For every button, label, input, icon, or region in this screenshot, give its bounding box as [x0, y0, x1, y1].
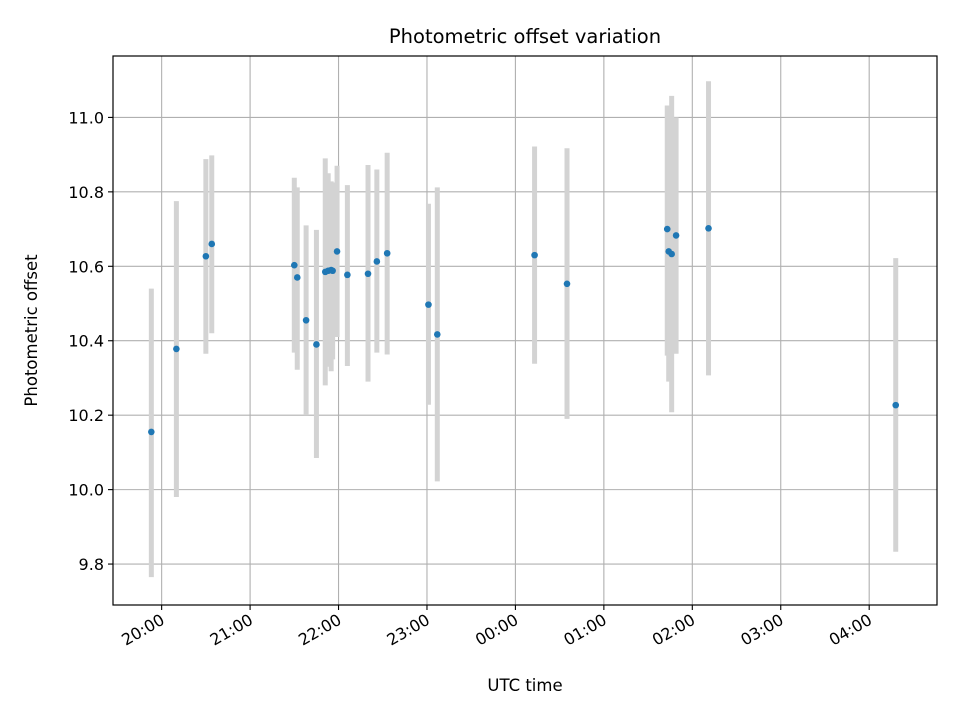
data-point — [531, 251, 538, 259]
data-point — [148, 428, 155, 436]
data-point — [668, 250, 675, 258]
data-point — [291, 261, 298, 269]
y-tick-label: 11.0 — [68, 108, 104, 127]
x-tick-label: 04:00 — [826, 610, 875, 650]
y-tick-label: 10.8 — [68, 183, 104, 202]
x-tick-label: 22:00 — [295, 610, 344, 650]
data-points — [148, 225, 900, 436]
data-point — [892, 401, 900, 409]
data-point — [672, 232, 680, 239]
y-tick-label: 10.6 — [68, 257, 104, 276]
data-point — [208, 240, 216, 248]
x-tick-label: 00:00 — [472, 610, 521, 650]
data-point — [333, 248, 341, 255]
data-point — [425, 301, 432, 308]
x-axis-title: UTC time — [487, 676, 562, 695]
x-tick-label: 21:00 — [207, 610, 256, 650]
y-tick-label: 9.8 — [79, 555, 104, 574]
data-point — [329, 267, 336, 275]
y-tick-label: 10.0 — [68, 481, 104, 500]
data-point — [302, 316, 310, 324]
y-tick-label: 10.4 — [68, 332, 104, 351]
data-point — [373, 258, 381, 265]
x-tick-label: 03:00 — [737, 610, 786, 650]
y-axis-ticks: 9.8 10.0 10.2 10.4 10.6 10.8 11.0 — [68, 108, 113, 574]
x-tick-label: 01:00 — [560, 610, 609, 650]
y-tick-label: 10.2 — [68, 406, 104, 425]
grid-lines — [113, 56, 937, 605]
data-point — [313, 341, 320, 348]
data-point — [663, 225, 671, 233]
data-point — [705, 225, 712, 232]
data-point — [344, 271, 351, 279]
x-tick-label: 02:00 — [649, 610, 698, 650]
x-tick-label: 23:00 — [384, 610, 433, 650]
y-axis-title: Photometric offset — [22, 254, 41, 407]
data-point — [202, 252, 210, 260]
plot-frame — [112, 55, 938, 606]
data-point — [364, 270, 372, 278]
chart-title: Photometric offset variation — [389, 25, 661, 48]
data-point — [383, 249, 391, 257]
data-point — [433, 331, 441, 338]
x-axis-ticks: 20:00 21:00 22:00 23:00 00:00 01:00 02:00 03:00… — [118, 605, 875, 650]
data-point — [293, 274, 301, 281]
error-bars — [148, 81, 899, 578]
x-tick-label: 20:00 — [118, 610, 167, 650]
data-point — [563, 280, 571, 288]
data-point — [173, 345, 180, 353]
